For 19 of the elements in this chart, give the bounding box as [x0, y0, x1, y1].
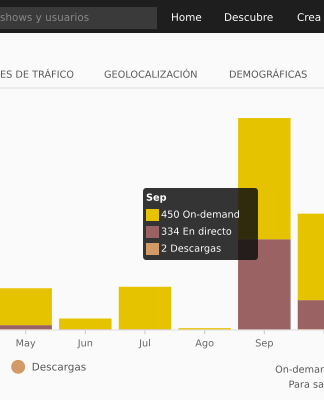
x-tick-label: May — [16, 339, 36, 348]
annotation: Sep — [146, 193, 166, 203]
text: Descubre — [225, 12, 273, 22]
text: DEMOGRÁFICAS — [230, 68, 307, 78]
x-tick-label: Ago — [195, 339, 214, 348]
legend-label: Descargas — [32, 362, 86, 373]
text: On-demar — [276, 365, 324, 373]
annotation: 2 Descargas — [162, 244, 221, 254]
annotation: 334 En directo — [162, 227, 232, 235]
annotation: 450 On-demand — [161, 210, 239, 218]
text: Para sa — [290, 380, 324, 388]
x-tick-label: Jun — [77, 339, 92, 348]
text: GEOLOCALIZACIÓN — [104, 68, 197, 78]
text: Home — [172, 13, 202, 22]
text: shows y usuarios — [0, 12, 89, 24]
x-tick-label: Jul — [138, 339, 150, 348]
text: ES DE TRÁFICO — [0, 68, 74, 78]
text: Crea — [298, 13, 320, 22]
x-tick-label: Sep — [256, 339, 273, 348]
